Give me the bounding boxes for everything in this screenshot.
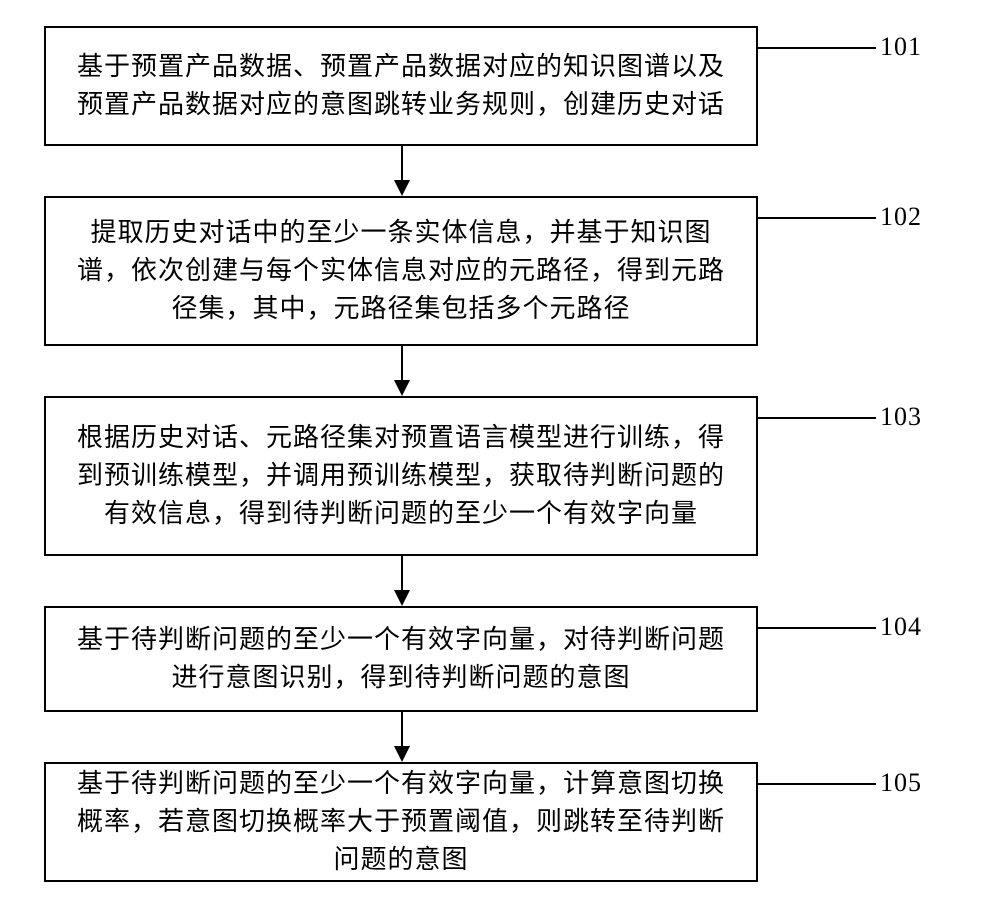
flow-node-2: 提取历史对话中的至少一条实体信息，并基于知识图谱，依次创建与每个实体信息对应的元… <box>44 196 758 346</box>
flow-node-5-text: 基于待判断问题的至少一个有效字向量，计算意图切换概率，若意图切换概率大于预置阈值… <box>66 765 736 878</box>
label-line-1 <box>758 38 878 58</box>
flow-label-3: 103 <box>880 402 922 432</box>
label-line-5 <box>758 774 878 794</box>
flowchart-canvas: 基于预置产品数据、预置产品数据对应的知识图谱以及预置产品数据对应的意图跳转业务规… <box>0 0 1000 900</box>
flow-label-1: 101 <box>880 32 922 62</box>
flow-node-4: 基于待判断问题的至少一个有效字向量，对待判断问题进行意图识别，得到待判断问题的意… <box>44 606 758 712</box>
flow-label-5: 105 <box>880 768 922 798</box>
flow-label-2: 102 <box>880 202 922 232</box>
flow-node-4-text: 基于待判断问题的至少一个有效字向量，对待判断问题进行意图识别，得到待判断问题的意… <box>66 621 736 696</box>
label-line-3 <box>758 408 878 428</box>
flow-node-1: 基于预置产品数据、预置产品数据对应的知识图谱以及预置产品数据对应的意图跳转业务规… <box>44 26 758 146</box>
flow-label-4: 104 <box>880 612 922 642</box>
flow-node-2-text: 提取历史对话中的至少一条实体信息，并基于知识图谱，依次创建与每个实体信息对应的元… <box>66 214 736 327</box>
arrow-4-5 <box>390 712 414 762</box>
label-line-4 <box>758 618 878 638</box>
flow-node-3: 根据历史对话、元路径集对预置语言模型进行训练，得到预训练模型，并调用预训练模型，… <box>44 396 758 556</box>
flow-node-1-text: 基于预置产品数据、预置产品数据对应的知识图谱以及预置产品数据对应的意图跳转业务规… <box>66 48 736 123</box>
arrow-2-3 <box>390 346 414 396</box>
label-line-2 <box>758 208 878 228</box>
flow-node-5: 基于待判断问题的至少一个有效字向量，计算意图切换概率，若意图切换概率大于预置阈值… <box>44 762 758 882</box>
flow-node-3-text: 根据历史对话、元路径集对预置语言模型进行训练，得到预训练模型，并调用预训练模型，… <box>66 419 736 532</box>
arrow-1-2 <box>390 146 414 196</box>
arrow-3-4 <box>390 556 414 606</box>
